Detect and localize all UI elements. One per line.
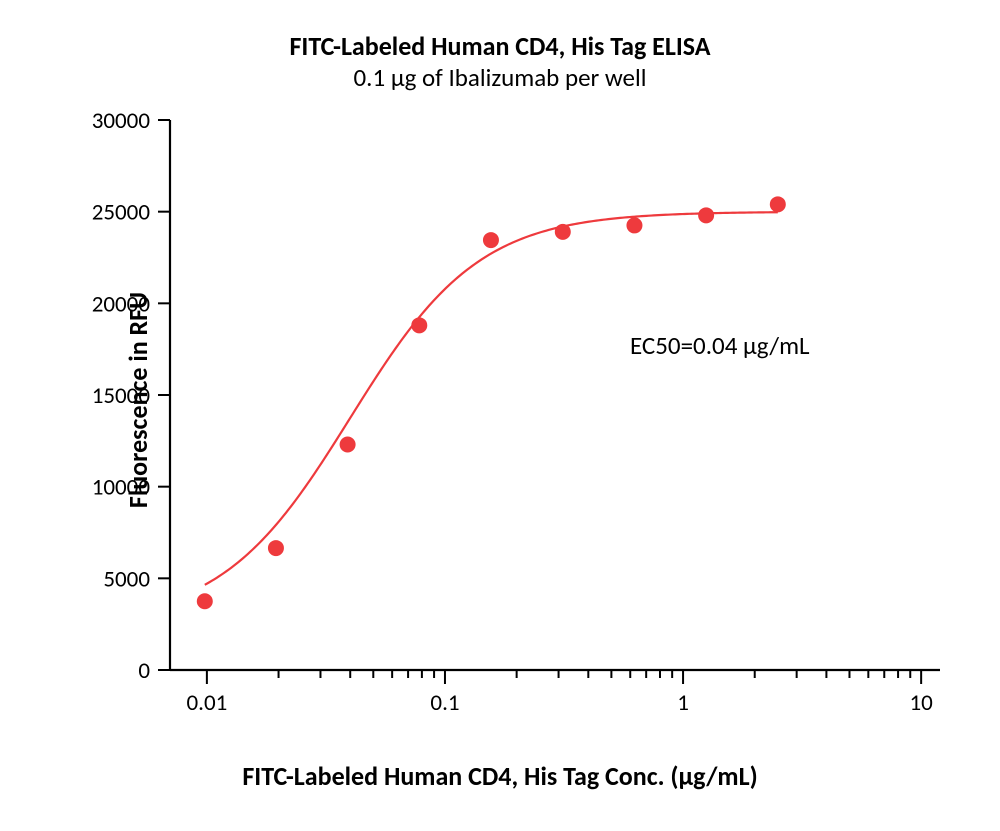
data-point	[483, 233, 498, 248]
plot-area: 0 5000 10000 15000 20000 25000 30000 0.01 0.1 1 10	[0, 0, 1000, 831]
data-point	[268, 541, 283, 556]
fit-curve	[205, 212, 778, 585]
data-point	[340, 437, 355, 452]
y-tick-label: 25000	[92, 199, 151, 227]
chart-container: FITC-Labeled Human CD4, His Tag ELISA 0.…	[0, 0, 1000, 831]
data-point	[627, 218, 642, 233]
y-tick-label: 15000	[92, 382, 151, 410]
data-point	[412, 318, 427, 333]
y-tick-label: 0	[138, 657, 150, 685]
y-tick-label: 5000	[103, 565, 150, 593]
x-tick-label: 1	[677, 689, 689, 717]
x-tick-label: 10	[909, 689, 933, 717]
data-point	[770, 197, 785, 212]
y-tick-label: 20000	[92, 290, 151, 318]
y-tick-label: 10000	[92, 474, 151, 502]
data-point	[699, 208, 714, 223]
x-tick-label: 0.1	[430, 689, 459, 717]
y-tick-label: 30000	[92, 107, 151, 135]
x-tick-label: 0.01	[186, 689, 227, 717]
data-point	[197, 594, 212, 609]
data-point	[555, 224, 570, 239]
